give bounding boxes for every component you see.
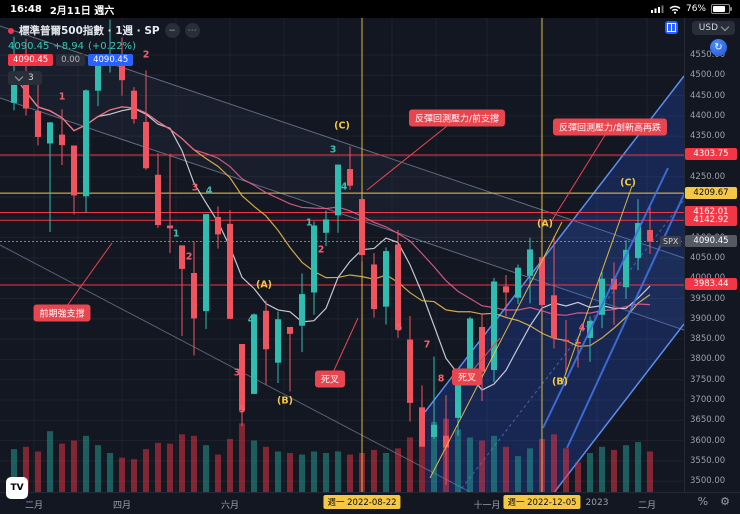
annotation-callout[interactable]: 死叉 — [314, 370, 346, 388]
wave-label: 4 — [578, 322, 586, 334]
wave-label: 3 — [329, 144, 337, 156]
price-axis-label: 4550.00 — [690, 50, 726, 60]
wave-label: 1 — [58, 91, 66, 103]
price-axis-label: 4000.00 — [690, 273, 725, 283]
price-axis-label: 4250.00 — [690, 171, 726, 182]
price-change-pct: (+0.22%) — [88, 41, 136, 52]
wave-label: 2 — [185, 251, 193, 263]
price-axis-label: 3850.00 — [690, 334, 726, 345]
price-axis[interactable] — [684, 18, 740, 492]
percent-scale-icon[interactable]: % — [697, 495, 709, 508]
layout-button[interactable] — [665, 21, 678, 34]
status-date: 2月11日 週六 — [49, 5, 115, 17]
status-time: 16:48 — [10, 3, 42, 15]
price-axis-badge: 4209.67 — [685, 186, 737, 199]
annotation-callout[interactable]: 反彈回測壓力/創新高再跌 — [552, 118, 668, 136]
plot-area — [0, 18, 684, 492]
wave-label: 1 — [305, 217, 313, 229]
bottom-right-controls: % ⚙ — [698, 495, 730, 508]
wave-label: 1 — [172, 228, 180, 240]
price-axis-label: 4500.00 — [690, 70, 726, 81]
sync-button[interactable]: ↻ — [710, 39, 727, 56]
wave-label: 5 — [395, 322, 403, 334]
date-badge[interactable]: 週一 2022-08-22 — [323, 495, 401, 509]
currency-button[interactable]: USD — [691, 21, 735, 35]
object-tree-button[interactable]: 3 — [8, 71, 42, 85]
object-count: 3 — [28, 73, 34, 83]
stop-price-badge[interactable]: 4090.45 — [8, 54, 54, 66]
wave-label: 3 — [233, 367, 241, 379]
symbol-title[interactable]: 標準普爾500指數 · 1週 · SP — [19, 25, 160, 37]
wave-label: 4 — [340, 181, 348, 193]
wave-label: 3 — [191, 182, 199, 194]
price-readout: 4090.45 +8.94 (+0.22%) — [8, 41, 200, 52]
wave-label: 7 — [423, 339, 431, 351]
pnl-badge[interactable]: 0.00 — [56, 54, 86, 66]
time-axis-label: 二月 — [637, 501, 657, 511]
grid-icon — [667, 23, 676, 32]
price-axis-label: 3750.00 — [690, 374, 726, 385]
price-axis-badge: 4303.75 — [685, 148, 737, 161]
price-axis-badge: 4090.45 — [685, 235, 737, 248]
annotation-callout[interactable]: 前期強支撐 — [33, 304, 91, 322]
price-axis-label: 3900.00 — [690, 313, 726, 324]
price-axis-label: 3550.00 — [690, 455, 726, 466]
wave-label: 2 — [142, 49, 150, 61]
wifi-icon — [669, 5, 681, 14]
time-axis-label: 二月 — [24, 501, 44, 511]
battery-icon — [711, 4, 732, 14]
refresh-icon: ↻ — [714, 42, 723, 53]
price-axis-badge: 4142.92 — [685, 213, 737, 226]
legend-collapse-button[interactable]: − — [164, 23, 180, 38]
annotation-callout[interactable]: 反彈回測壓力/前支撐 — [408, 109, 506, 127]
price-change: +8.94 — [53, 41, 85, 52]
date-badge[interactable]: 週一 2022-12-05 — [503, 495, 581, 509]
live-dot-icon — [8, 27, 14, 34]
series-tag: SPX — [660, 236, 682, 247]
battery-percent: 76% — [685, 4, 706, 14]
wave-label: 8 — [437, 373, 445, 385]
legend-more-button[interactable]: ⋯ — [184, 23, 200, 38]
wave-label: (B) — [552, 376, 568, 388]
chevron-down-icon — [14, 72, 24, 82]
time-axis-label: 2023 — [585, 498, 609, 508]
price-axis-label: 3700.00 — [690, 395, 726, 405]
wave-label: (C) — [334, 120, 350, 132]
wave-label: (A) — [536, 218, 554, 230]
price-axis-label: 4450.00 — [690, 90, 726, 101]
candlestick-layer — [11, 19, 653, 485]
chevron-down-icon — [720, 22, 730, 32]
price-axis-badge: 3983.44 — [685, 278, 737, 291]
price-axis-label: 3950.00 — [690, 293, 726, 304]
settings-gear-icon[interactable]: ⚙ — [720, 495, 730, 508]
time-axis-label: 十一月 — [473, 501, 501, 511]
wave-label: (B) — [277, 395, 293, 407]
price-axis-label: 3600.00 — [690, 435, 726, 446]
status-bar: 16:48 2月11日 週六 76% — [0, 0, 740, 18]
position-widget: 4090.45 0.00 4090.45 — [8, 54, 134, 66]
wave-label: 5 — [238, 404, 246, 416]
price-axis-label: 4350.00 — [690, 131, 726, 142]
price-axis-label: 3650.00 — [690, 415, 726, 426]
symbol-legend: 標準普爾500指數 · 1週 · SP − ⋯ 4090.45 +8.94 (+… — [8, 23, 200, 52]
price-axis-label: 4400.00 — [690, 110, 726, 121]
wave-label: 4 — [205, 185, 213, 197]
wave-label: 4 — [247, 314, 255, 326]
wave-label: 2 — [317, 244, 325, 256]
currency-label: USD — [698, 23, 718, 33]
price-axis-label: 4050.00 — [690, 252, 726, 263]
last-price: 4090.45 — [8, 41, 50, 52]
tradingview-logo[interactable]: TV — [6, 477, 28, 499]
wave-label: (A) — [255, 279, 273, 291]
cellular-icon — [650, 5, 664, 13]
time-axis-label: 四月 — [112, 501, 132, 511]
price-axis-label: 3500.00 — [690, 476, 726, 487]
time-axis-label: 六月 — [220, 501, 240, 511]
annotation-callout[interactable]: 死叉 — [451, 368, 483, 386]
price-axis-label: 3800.00 — [690, 354, 726, 365]
entry-price-badge[interactable]: 4090.45 — [88, 54, 134, 66]
wave-label: (C) — [620, 177, 636, 189]
